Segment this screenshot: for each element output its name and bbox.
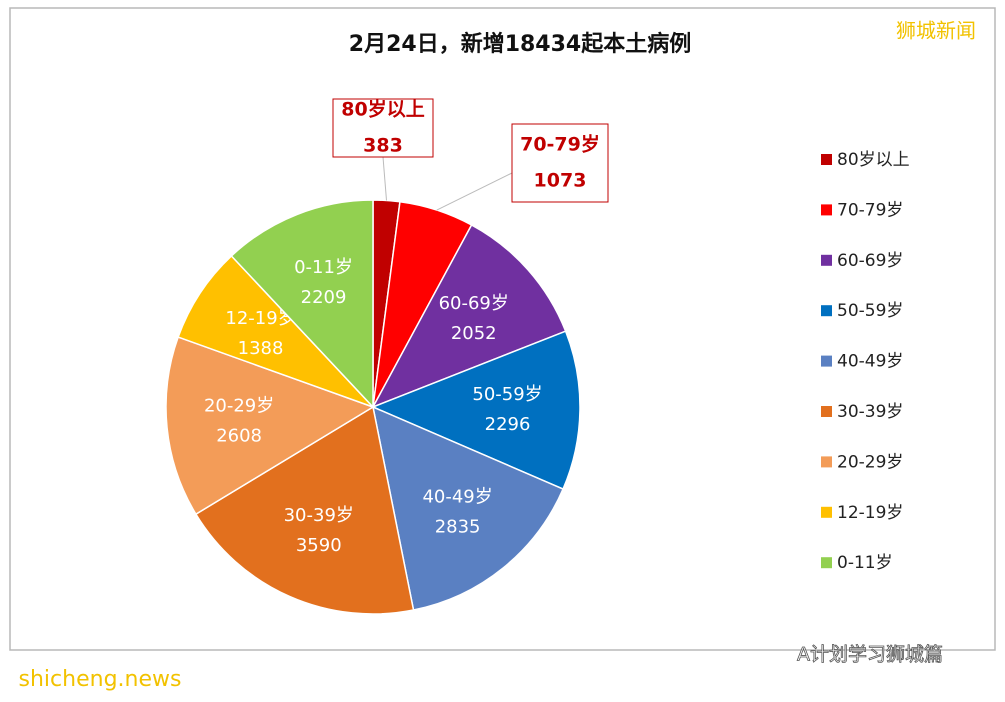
leader-line	[382, 156, 388, 201]
data-label-name: 40-49岁	[422, 487, 492, 508]
data-label-value: 383	[363, 135, 403, 157]
data-label-value: 2608	[216, 425, 262, 446]
legend-label: 20-29岁	[837, 452, 903, 472]
data-label-name: 30-39岁	[284, 505, 354, 526]
data-label-value: 3590	[296, 535, 342, 556]
legend-label: 80岁以上	[837, 150, 910, 170]
legend-swatch	[821, 305, 832, 317]
legend-swatch	[821, 355, 832, 367]
legend-label: 12-19岁	[837, 503, 903, 523]
pie-slice	[371, 405, 565, 611]
chart-title: 2月24日，新增18434起本土病例	[349, 31, 691, 57]
legend-label: 30-39岁	[837, 402, 903, 422]
leader-line	[436, 172, 513, 211]
data-label-value: 2052	[451, 323, 497, 344]
legend-swatch	[821, 456, 832, 468]
pie-slice	[194, 405, 415, 615]
legend-label: 40-49岁	[837, 352, 903, 372]
data-label-value: 2835	[435, 517, 481, 538]
data-label-name: 60-69岁	[439, 293, 509, 314]
data-label-name: 0-11岁	[294, 257, 353, 278]
legend-label: 0-11岁	[837, 553, 893, 573]
watermark: 狮城新闻	[896, 19, 976, 43]
data-label-name: 12-19岁	[225, 308, 295, 329]
legend-swatch	[821, 406, 832, 417]
data-label-name: 80岁以上	[341, 98, 424, 121]
pie-slice	[371, 223, 567, 409]
pie-slice	[165, 336, 375, 516]
pie-slice	[371, 330, 581, 491]
legend-swatch	[821, 254, 832, 266]
data-label-value: 1073	[534, 170, 587, 192]
watermark: A计划学习狮城篇	[797, 644, 943, 666]
pie-slice	[177, 254, 374, 408]
legend-label: 60-69岁	[837, 251, 903, 271]
data-label-name: 20-29岁	[204, 395, 274, 416]
watermark: shicheng.news	[19, 667, 182, 692]
data-label-value: 2209	[301, 287, 347, 308]
legend-swatch	[821, 154, 832, 165]
legend-label: 50-59岁	[837, 301, 903, 321]
data-label-name: 70-79岁	[520, 133, 600, 156]
callout-box	[332, 98, 434, 158]
legend-swatch	[821, 557, 832, 569]
pie-slice	[230, 199, 374, 409]
data-label-value: 2296	[485, 414, 531, 435]
legend-swatch	[821, 204, 832, 216]
data-label-name: 50-59岁	[472, 384, 542, 405]
legend-label: 70-79岁	[837, 200, 903, 220]
callout-box	[511, 123, 609, 203]
data-label-value: 1388	[238, 338, 284, 359]
legend-swatch	[821, 506, 832, 518]
